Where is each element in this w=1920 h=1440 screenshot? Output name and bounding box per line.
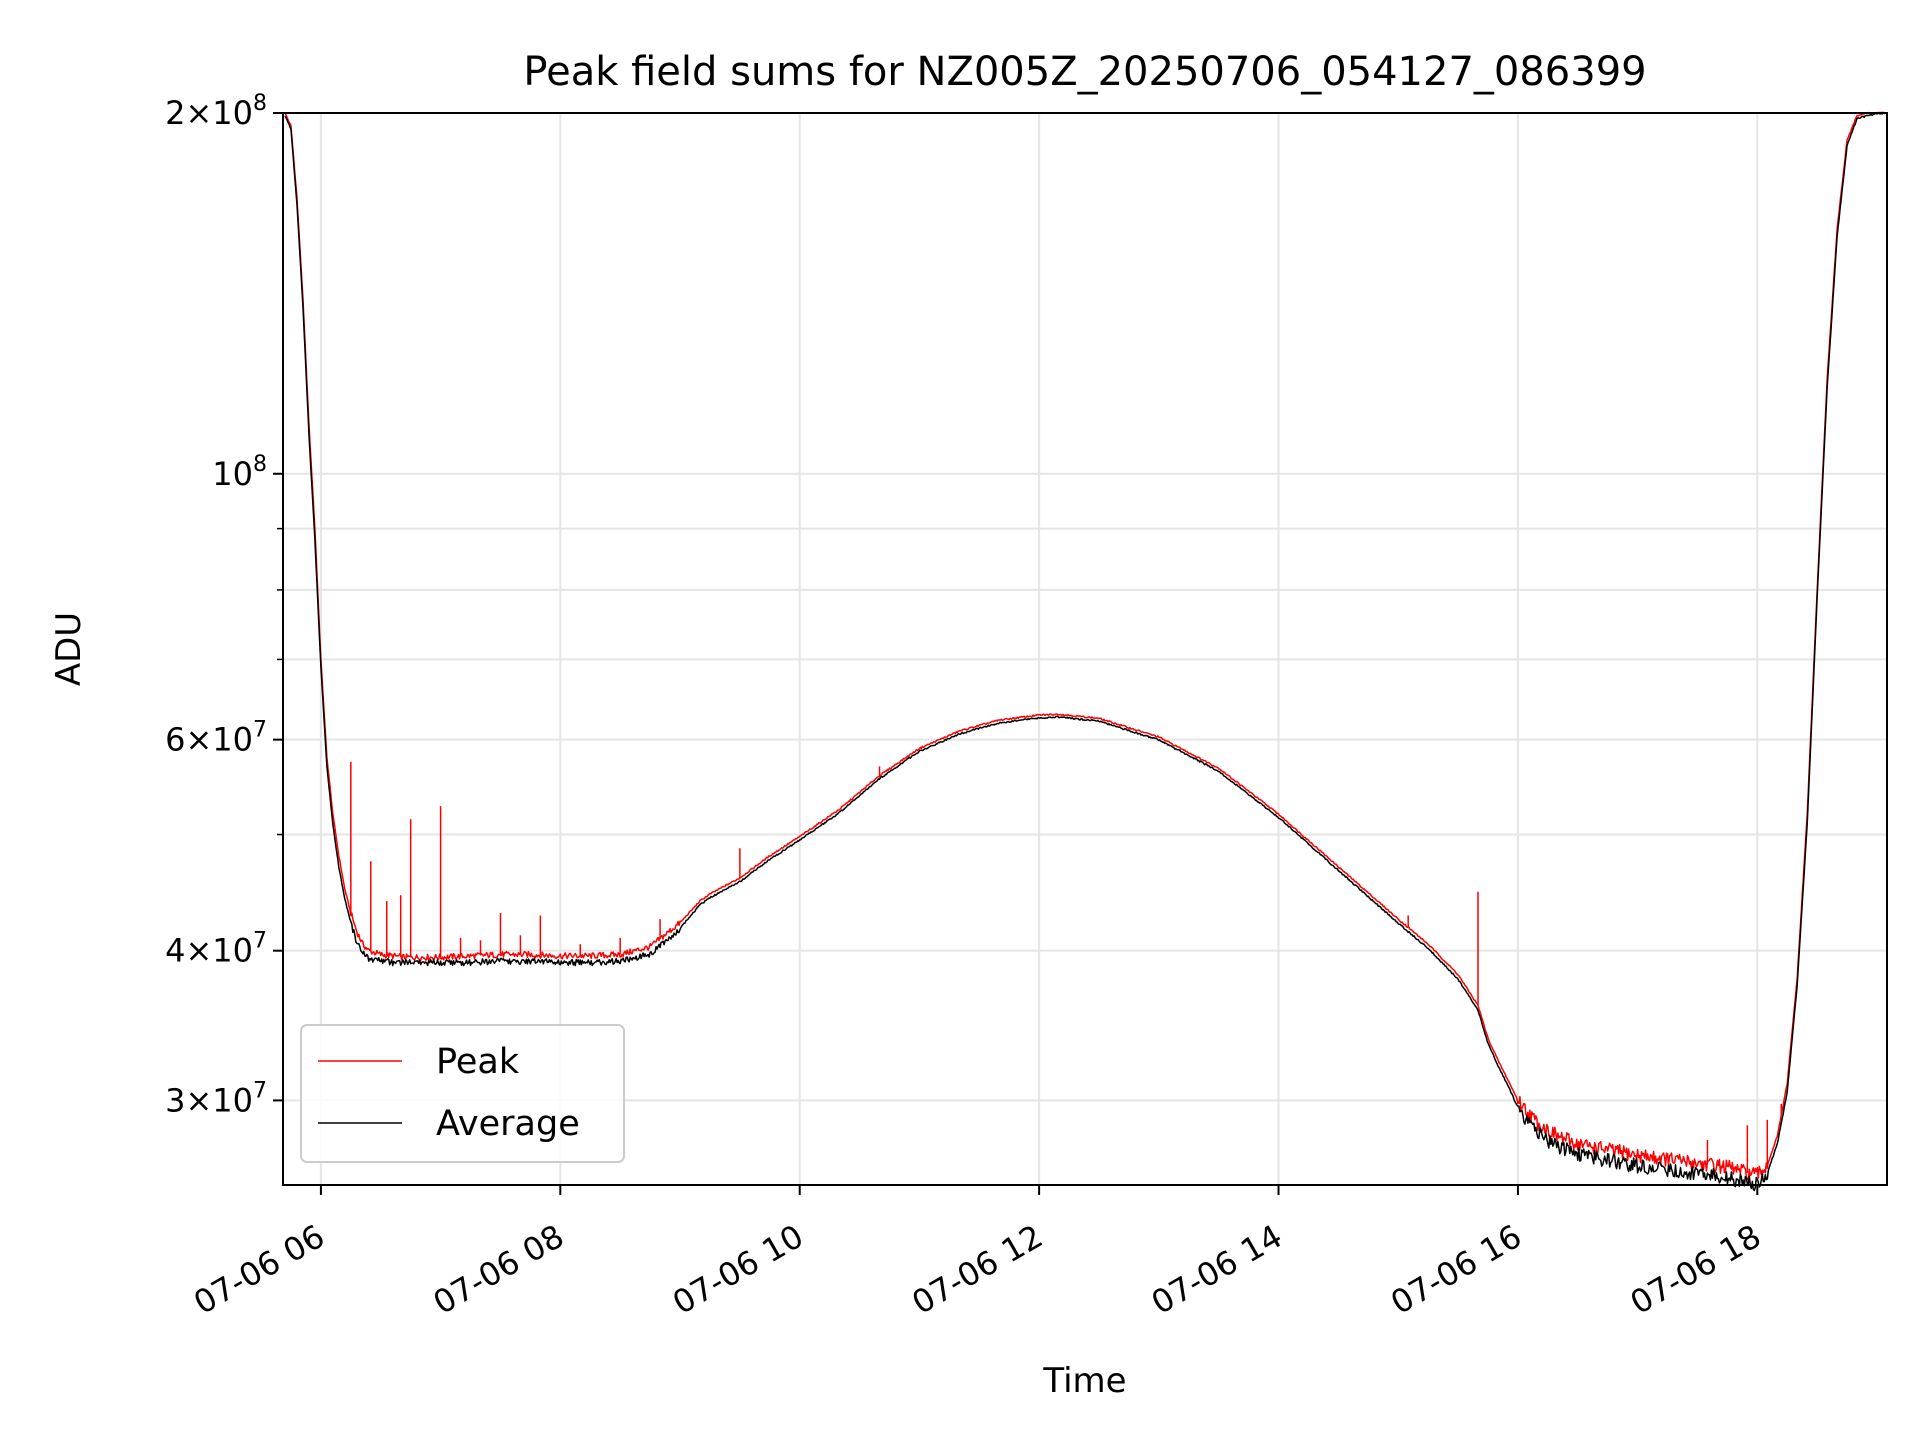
plot-frame — [282, 112, 1888, 1186]
legend-box — [300, 1024, 625, 1163]
y-tick-label: 3×107 — [165, 1078, 267, 1119]
y-axis: 2×108 108 6×107 4×107 3×107 — [165, 91, 283, 1119]
legend-label-average: Average — [436, 1104, 580, 1144]
series-line-peak — [284, 111, 1886, 1181]
y-axis-label: ADU — [49, 612, 89, 686]
legend: Peak Average — [300, 1024, 625, 1163]
series-line-average — [284, 111, 1886, 1192]
x-axis-label: Time — [1042, 1361, 1126, 1401]
y-tick-label: 108 — [212, 452, 267, 493]
chart-title: Peak field sums for NZ005Z_20250706_0541… — [523, 49, 1646, 95]
legend-label-peak: Peak — [436, 1042, 520, 1082]
series-layer — [284, 111, 1886, 1192]
y-tick-label: 4×107 — [165, 929, 267, 970]
y-tick-label: 6×107 — [165, 718, 267, 759]
y-tick-label: 2×108 — [165, 91, 267, 132]
